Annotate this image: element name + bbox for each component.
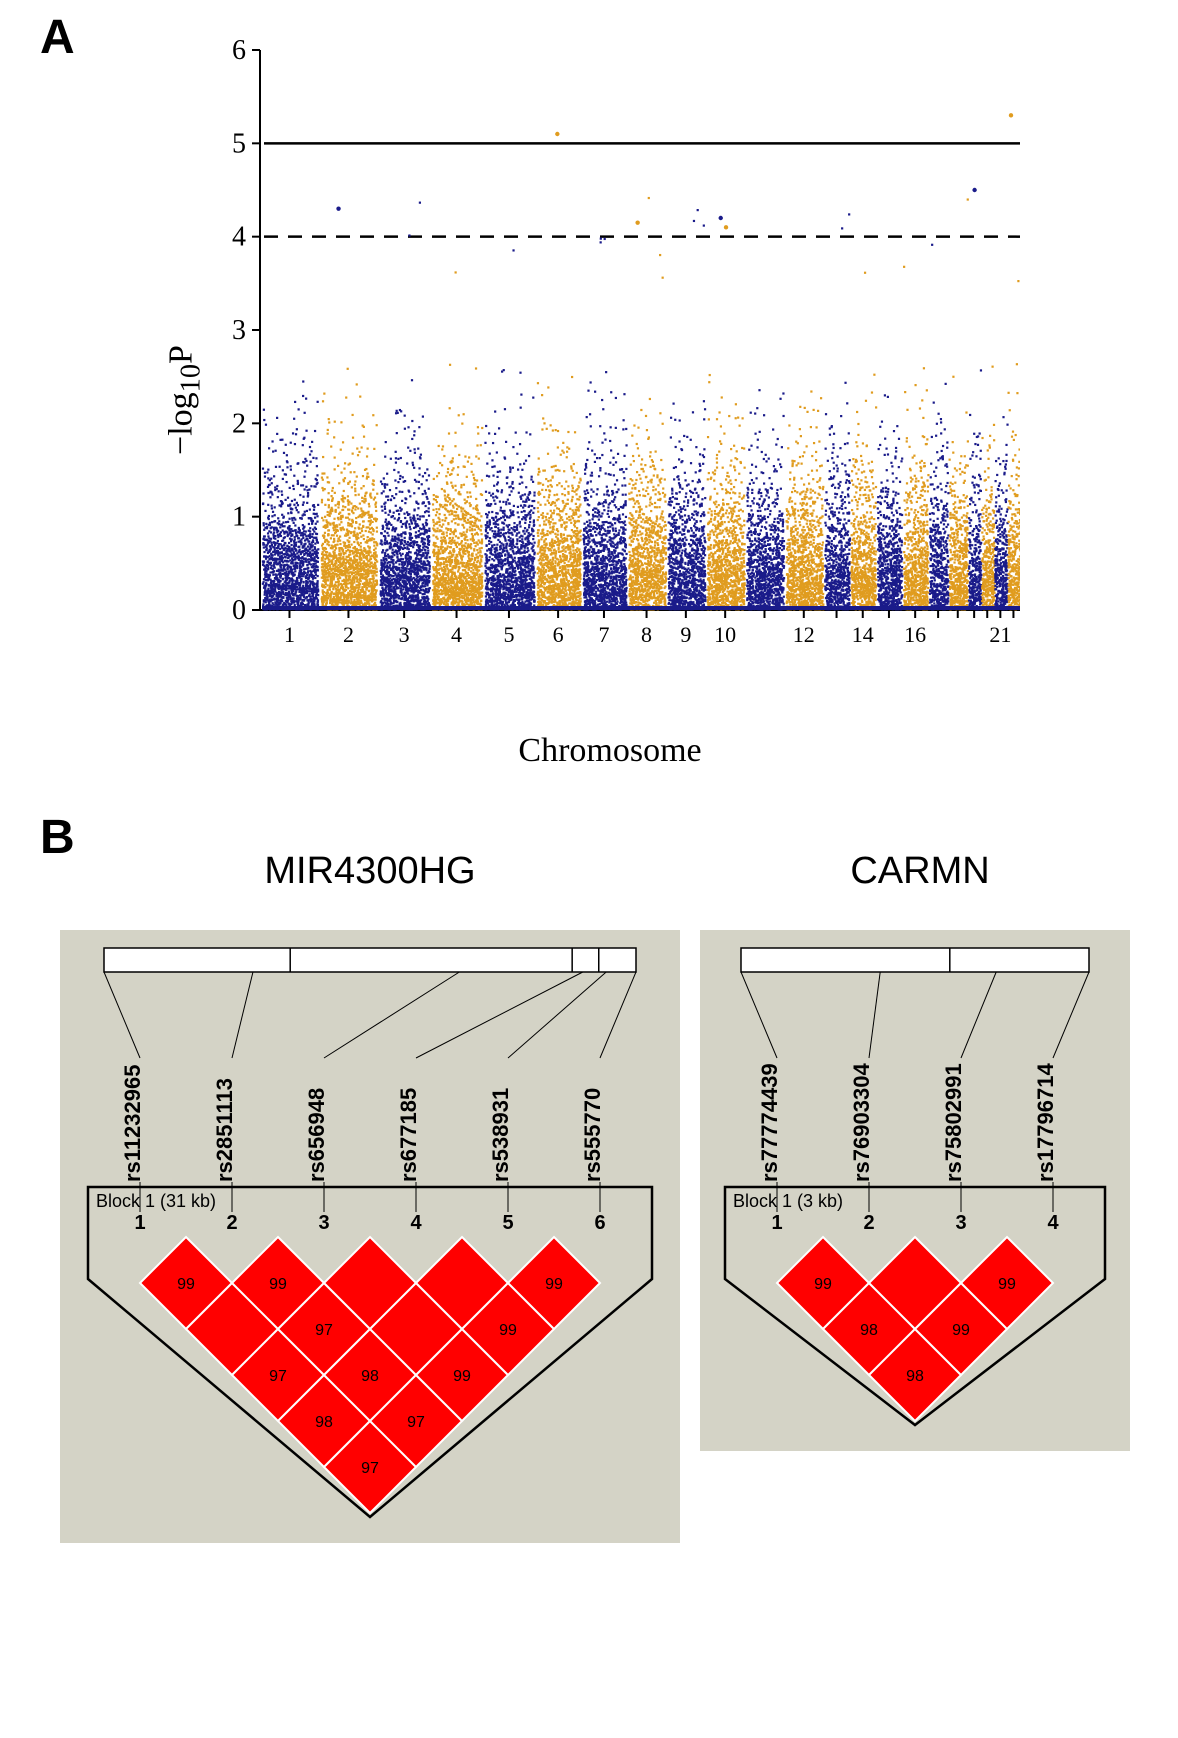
ld-block-mir: rs11232965rs2851113rs656948rs677185rs538…: [60, 930, 680, 1558]
svg-text:5: 5: [232, 128, 246, 159]
ld-plot-carmn: rs77774439rs76903304rs75802991rs17796714…: [700, 930, 1130, 1461]
svg-text:4: 4: [232, 222, 246, 253]
panel-label-a: A: [40, 10, 75, 65]
ld-plot-mir: rs11232965rs2851113rs656948rs677185rs538…: [60, 930, 680, 1553]
svg-text:0: 0: [232, 595, 246, 626]
ld-panel: MIR4300HG CARMN rs11232965rs2851113rs656…: [60, 850, 1120, 1680]
manhattan-panel: 01234561234567891012141621 −log10P Chrom…: [200, 40, 1020, 760]
svg-text:6: 6: [232, 40, 246, 66]
ld-title-mir: MIR4300HG: [264, 850, 475, 893]
x-axis-label: Chromosome: [518, 732, 701, 770]
svg-text:2: 2: [232, 408, 246, 439]
manhattan-plot: 01234561234567891012141621: [200, 40, 1020, 690]
page: A 01234561234567891012141621 −log10P Chr…: [0, 0, 1178, 1738]
ld-block-carmn: rs77774439rs76903304rs75802991rs17796714…: [700, 930, 1130, 1466]
svg-text:1: 1: [232, 502, 246, 533]
y-axis-label: −log10P: [163, 345, 208, 455]
svg-text:3: 3: [232, 315, 246, 346]
ld-title-carmn: CARMN: [850, 850, 989, 893]
